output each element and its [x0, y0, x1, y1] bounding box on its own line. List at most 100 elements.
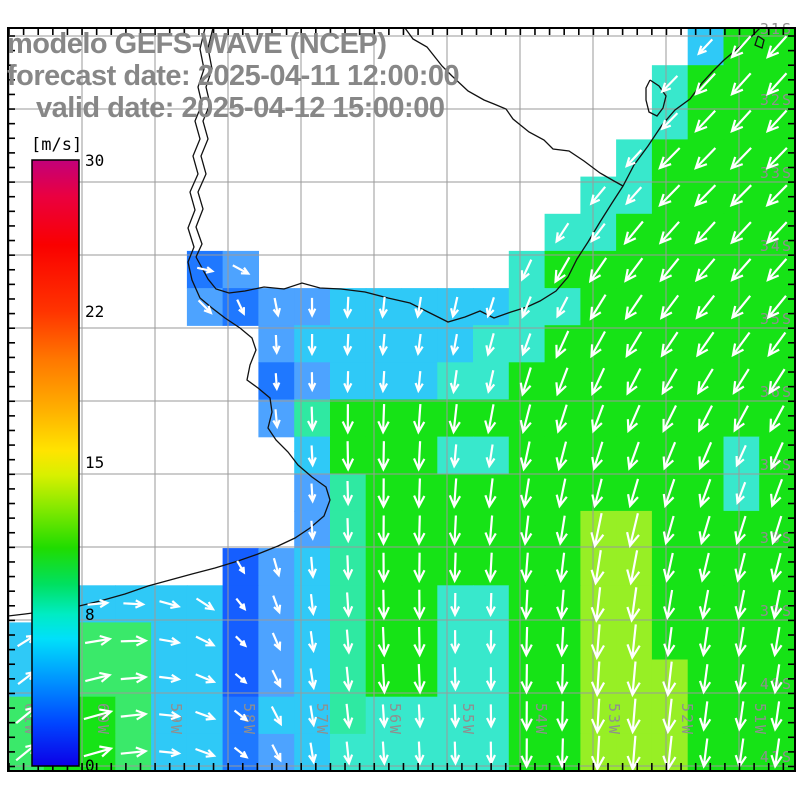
- longitude-label: 54W: [532, 703, 550, 736]
- wind-arrow: [377, 589, 390, 621]
- wind-arrow: [520, 589, 533, 621]
- wind-arrow: [519, 404, 532, 435]
- wind-arrow: [591, 441, 604, 471]
- wind-arrow: [627, 478, 640, 509]
- wind-arrow: [343, 703, 354, 730]
- longitude-label: 55W: [459, 703, 477, 736]
- wind-arrow: [698, 738, 712, 769]
- wind-arrow: [233, 746, 249, 759]
- wind-arrow: [662, 515, 675, 546]
- wind-arrow: [519, 367, 532, 397]
- wind-arrow: [377, 664, 391, 695]
- wind-arrow: [413, 552, 426, 584]
- wind-arrow: [555, 222, 570, 244]
- wind-arrow: [590, 624, 605, 661]
- wind-arrow: [694, 184, 717, 208]
- wind-arrow: [694, 72, 716, 96]
- wind-arrow: [450, 704, 461, 729]
- wind-arrow: [377, 552, 390, 584]
- wind-arrow: [734, 552, 747, 583]
- wind-arrow: [660, 112, 679, 131]
- wind-arrow: [770, 664, 783, 695]
- wind-arrow: [377, 441, 390, 472]
- wind-arrow: [696, 331, 715, 358]
- wind-arrow: [120, 709, 149, 721]
- wind-arrow: [732, 368, 750, 395]
- wind-arrow: [698, 589, 711, 621]
- wind-arrow: [271, 632, 282, 652]
- wind-arrow: [658, 221, 680, 245]
- wind-arrow: [159, 600, 181, 609]
- wind-arrow: [698, 405, 713, 433]
- wind-arrow: [694, 109, 717, 133]
- wind-arrow: [450, 333, 460, 356]
- wind-arrow: [485, 370, 496, 394]
- wind-arrow: [733, 405, 749, 433]
- wind-arrow: [590, 222, 606, 243]
- wind-arrow: [662, 552, 675, 583]
- wind-arrow: [734, 664, 747, 695]
- wind-arrow: [448, 478, 462, 509]
- wind-arrow: [235, 635, 248, 648]
- wind-arrow: [730, 72, 752, 96]
- wind-arrow: [766, 35, 788, 59]
- coast-path-river_east_bank: [195, 28, 214, 258]
- wind-arrow: [307, 372, 317, 393]
- wind-arrow: [660, 331, 679, 358]
- wind-arrow: [662, 478, 676, 509]
- wind-arrow: [195, 673, 217, 684]
- wind-arrow: [85, 671, 112, 683]
- coast-path-lagoon_west_shore: [404, 28, 624, 187]
- wind-arrow: [271, 669, 282, 689]
- wind-arrow: [770, 515, 783, 546]
- latitude-label: 32S: [760, 91, 793, 109]
- wind-arrow: [590, 661, 606, 698]
- wind-arrow: [272, 297, 281, 318]
- wind-arrow: [659, 294, 680, 320]
- wind-arrow: [413, 626, 426, 658]
- colorbar-tick-label: 30: [85, 151, 104, 170]
- wind-arrow: [378, 296, 388, 319]
- wind-arrow: [590, 512, 605, 549]
- wind-arrow: [626, 441, 640, 471]
- wind-arrow: [307, 742, 318, 765]
- wind-arrow: [520, 738, 533, 769]
- wind-arrow: [589, 294, 607, 321]
- wind-arrow: [378, 704, 389, 729]
- wind-arrow: [658, 184, 681, 208]
- wind-arrow: [307, 705, 318, 728]
- wind-arrow: [448, 552, 462, 584]
- wind-arrow: [770, 626, 783, 658]
- wind-arrow: [413, 478, 426, 509]
- wind-arrow: [624, 294, 643, 321]
- wind-arrow: [270, 705, 282, 727]
- longitude-label: 58W: [240, 703, 258, 736]
- wind-arrow: [588, 257, 608, 284]
- wind-arrow: [695, 294, 716, 320]
- wind-arrow: [120, 672, 149, 684]
- wind-arrow: [83, 745, 114, 758]
- wind-arrow: [450, 296, 460, 319]
- wind-arrow: [556, 626, 569, 658]
- wind-arrow: [768, 368, 786, 395]
- wind-arrow: [307, 445, 317, 468]
- wind-arrow: [626, 404, 641, 434]
- wind-arrow: [414, 296, 424, 319]
- wind-arrow: [767, 331, 787, 358]
- wind-arrow: [661, 368, 678, 396]
- wind-arrow: [413, 515, 426, 546]
- wind-arrow: [694, 147, 717, 170]
- wind-arrow: [590, 587, 605, 623]
- colorbar-gradient: [31, 159, 80, 767]
- wind-arrow: [590, 735, 606, 771]
- wind-arrow: [698, 552, 711, 583]
- wind-arrow: [734, 589, 747, 621]
- wind-arrow: [730, 295, 752, 320]
- wind-arrow: [555, 441, 568, 472]
- wind-arrow: [555, 515, 568, 546]
- wind-arrow: [448, 515, 462, 547]
- colorbar-tick-label: 22: [85, 302, 104, 321]
- wind-arrow: [555, 404, 568, 434]
- wind-arrow: [378, 333, 388, 357]
- wind-arrow: [84, 634, 113, 646]
